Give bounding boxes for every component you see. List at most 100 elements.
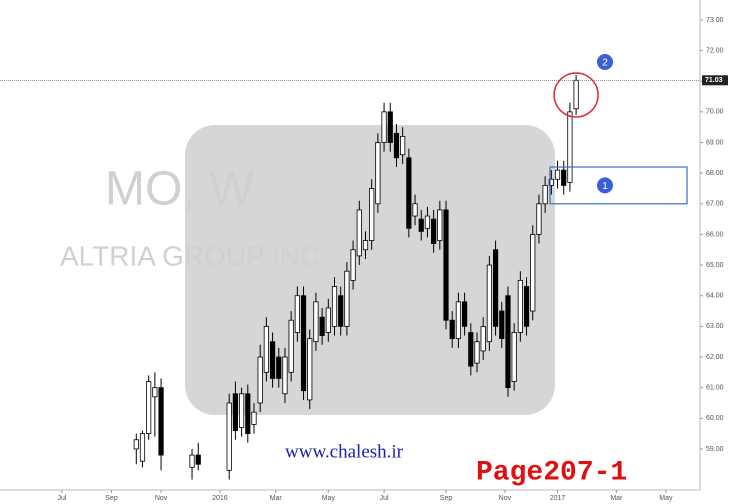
candle-body xyxy=(350,249,356,281)
candle-body xyxy=(499,310,505,340)
candle-body xyxy=(393,132,400,159)
candle-body xyxy=(431,218,437,245)
candle-body xyxy=(257,356,263,404)
watermark-name: ALTRIA GROUP INC xyxy=(60,240,320,271)
y-tick-label: 59.00 xyxy=(706,446,724,453)
candle-body xyxy=(462,301,468,327)
candle-body xyxy=(263,325,269,373)
marker-1-label: 1 xyxy=(602,181,608,192)
candle-body xyxy=(511,332,517,382)
candle-body xyxy=(325,307,331,333)
candle-body xyxy=(449,319,455,340)
candle-body xyxy=(133,439,139,450)
y-tick-label: 63.00 xyxy=(706,323,724,330)
candle-body xyxy=(542,184,548,205)
candle-body xyxy=(400,135,406,156)
candle-body xyxy=(146,381,152,435)
candle-body xyxy=(158,387,164,456)
candle-body xyxy=(331,286,338,327)
x-tick-label: Nov xyxy=(155,495,168,502)
candle-body xyxy=(369,188,375,241)
candle-body xyxy=(238,393,245,428)
candle-body xyxy=(276,356,282,379)
candle-body xyxy=(567,111,573,183)
watermark-logo xyxy=(185,125,555,415)
candle-body xyxy=(189,454,195,468)
site-url: www.chalesh.ir xyxy=(285,441,404,462)
x-tick-label: 2017 xyxy=(550,495,566,502)
candle-body xyxy=(517,279,523,333)
candle-body xyxy=(480,325,486,352)
y-tick-label: 61.00 xyxy=(706,384,724,391)
candle-body xyxy=(573,79,579,110)
candle-body xyxy=(505,295,511,389)
y-tick-label: 68.00 xyxy=(706,170,724,177)
candle-body xyxy=(443,209,449,321)
x-tick-label: Jul xyxy=(380,495,389,502)
candle-body xyxy=(294,295,300,333)
y-tick-label: 62.00 xyxy=(706,354,724,361)
candle-body xyxy=(356,209,362,257)
y-tick-label: 60.00 xyxy=(706,415,724,422)
candle-body xyxy=(269,341,276,379)
y-tick-label: 70.00 xyxy=(706,109,724,116)
candle-body xyxy=(338,295,344,327)
candle-body xyxy=(344,270,350,327)
candle-body xyxy=(554,169,561,180)
x-tick-label: 2016 xyxy=(212,495,228,502)
watermark-symbol: MO, W xyxy=(105,163,255,216)
candle-body xyxy=(387,111,393,143)
candle-body xyxy=(152,387,158,398)
y-tick-label: 69.00 xyxy=(706,139,724,146)
candle-body xyxy=(406,157,412,229)
candle-body xyxy=(561,169,567,186)
marker-2-label: 2 xyxy=(602,58,608,69)
candle-body xyxy=(375,142,381,205)
candle-body xyxy=(468,332,474,367)
candle-body xyxy=(418,218,424,232)
price-tag-label: 71.03 xyxy=(705,77,723,84)
candle-body xyxy=(523,286,530,327)
x-tick-label: Jul xyxy=(57,495,66,502)
candle-body xyxy=(548,178,554,186)
candle-body xyxy=(307,338,313,401)
candle-body xyxy=(319,316,325,336)
x-tick-label: Nov xyxy=(499,495,512,502)
candle-body xyxy=(536,203,542,235)
candle-body xyxy=(381,111,387,143)
y-tick-label: 64.00 xyxy=(706,293,724,300)
price-tag xyxy=(702,75,728,86)
candle-body xyxy=(313,301,319,343)
candle-body xyxy=(474,341,480,364)
candle-body xyxy=(251,411,257,425)
candle-body xyxy=(486,264,492,343)
x-tick-label: Sep xyxy=(105,495,118,502)
x-tick-label: Mar xyxy=(270,495,283,502)
candle-body xyxy=(362,240,369,251)
candle-body xyxy=(226,402,232,471)
candle-body xyxy=(245,393,251,435)
x-tick-label: Mar xyxy=(610,495,623,502)
candle-body xyxy=(139,433,146,462)
candle-body xyxy=(288,319,294,373)
x-tick-label: Sep xyxy=(440,495,453,502)
highlight-circle xyxy=(553,72,599,118)
marker-1 xyxy=(597,177,613,194)
y-tick-label: 72.00 xyxy=(706,47,724,54)
y-tick-label: 66.00 xyxy=(706,231,724,238)
candle-body xyxy=(530,234,536,312)
y-tick-label: 67.00 xyxy=(706,201,724,208)
candle-body xyxy=(300,295,307,392)
y-tick-label: 73.00 xyxy=(706,17,724,24)
candle-body xyxy=(424,215,431,229)
zone-box xyxy=(549,166,688,205)
candle-body xyxy=(492,249,499,327)
candle-body xyxy=(412,203,418,217)
candle-body xyxy=(195,454,201,465)
candle-body xyxy=(455,301,462,340)
page-label: Page207-1 xyxy=(476,457,627,488)
candle-body xyxy=(437,209,443,241)
candle-body xyxy=(232,393,238,431)
